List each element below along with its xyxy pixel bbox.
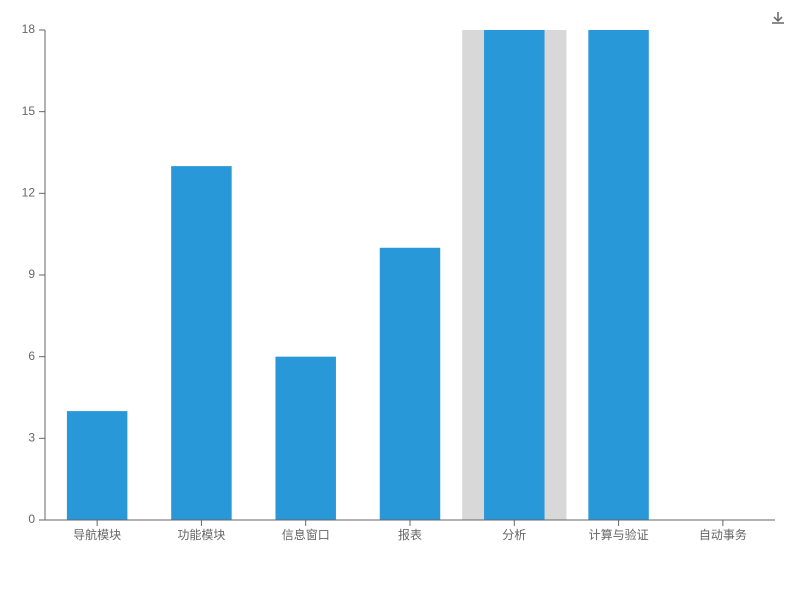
bar-1[interactable]	[171, 166, 231, 520]
bar-0[interactable]	[67, 411, 127, 520]
x-tick-label: 分析	[502, 528, 526, 542]
y-tick-label: 3	[28, 431, 35, 445]
y-tick-label: 6	[28, 349, 35, 363]
y-tick-label: 0	[28, 512, 35, 526]
x-tick-label: 自动事务	[699, 527, 747, 542]
chart-container: 0 3 6 9 12 15 18 导航模块 功能模块 信息窗口 报表 分析 计算与验证 自动事务	[0, 0, 800, 600]
bar-3[interactable]	[380, 248, 440, 520]
y-tick-label: 9	[28, 267, 35, 281]
x-tick-label: 报表	[398, 527, 422, 542]
bar-4[interactable]	[484, 30, 544, 520]
y-tick-label: 18	[22, 22, 36, 36]
bar-5[interactable]	[588, 30, 648, 520]
x-tick-label: 功能模块	[177, 528, 225, 542]
y-tick-label: 15	[22, 104, 36, 118]
x-tick-label: 信息窗口	[282, 527, 330, 542]
bar-chart: 0 3 6 9 12 15 18 导航模块 功能模块 信息窗口 报表 分析 计算与验证 自动事务	[0, 0, 800, 600]
y-tick-label: 12	[22, 186, 36, 200]
bar-2[interactable]	[275, 357, 335, 520]
x-tick-label: 导航模块	[73, 527, 121, 542]
x-tick-label: 计算与验证	[589, 527, 649, 542]
